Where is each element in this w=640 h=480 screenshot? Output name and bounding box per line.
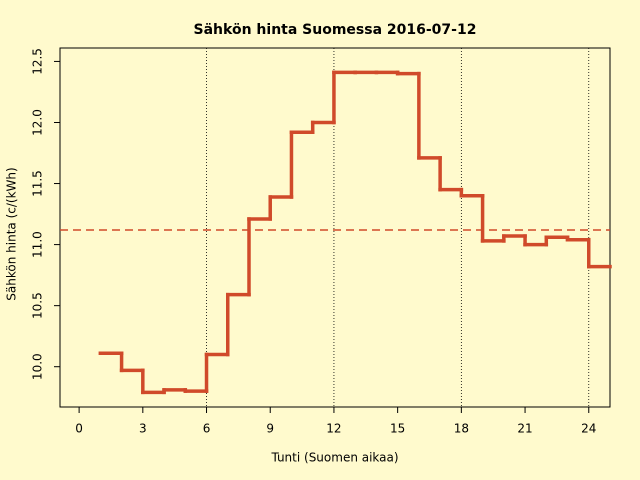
x-tick-label: 21 bbox=[517, 422, 532, 436]
y-tick-label: 12.5 bbox=[31, 48, 45, 75]
x-tick-label: 18 bbox=[454, 422, 469, 436]
y-tick-label: 12.0 bbox=[31, 109, 45, 136]
x-tick-label: 0 bbox=[75, 422, 83, 436]
y-tick-label: 11.5 bbox=[31, 170, 45, 197]
x-tick-label: 9 bbox=[266, 422, 274, 436]
x-tick-label: 15 bbox=[390, 422, 405, 436]
x-tick-label: 6 bbox=[203, 422, 211, 436]
chart-title: Sähkön hinta Suomessa 2016-07-12 bbox=[194, 22, 477, 38]
x-tick-label: 12 bbox=[326, 422, 341, 436]
y-axis-label: Sähkön hinta (c/(kWh) bbox=[5, 167, 19, 300]
x-tick-label: 24 bbox=[581, 422, 596, 436]
x-axis-label: Tunti (Suomen aikaa) bbox=[270, 451, 398, 465]
plot-frame bbox=[59, 47, 611, 408]
y-tick-label: 10.5 bbox=[31, 292, 45, 319]
y-tick-label: 11.0 bbox=[31, 231, 45, 258]
x-tick-label: 3 bbox=[139, 422, 147, 436]
y-tick-label: 10.0 bbox=[31, 353, 45, 380]
